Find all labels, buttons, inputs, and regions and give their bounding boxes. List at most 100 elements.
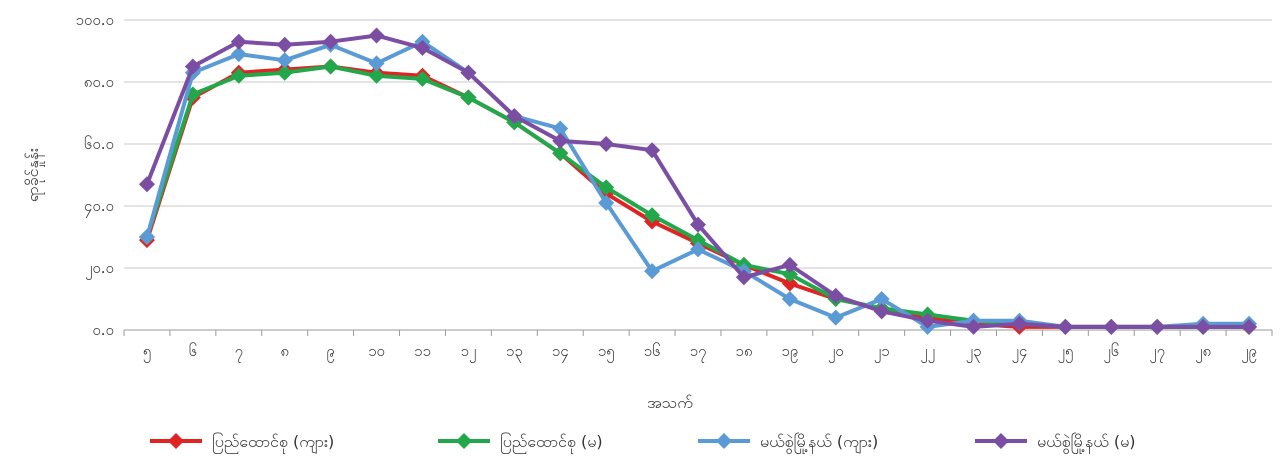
x-tick-label: ၅ xyxy=(143,342,151,363)
x-tick-label: ၂၉ xyxy=(1241,342,1257,363)
data-point xyxy=(873,291,890,307)
data-point xyxy=(598,136,615,152)
data-point xyxy=(781,275,798,292)
legend-item: မယ်စွဲမြို့နယ် (ကျား) xyxy=(698,432,878,454)
data-point xyxy=(827,287,844,304)
data-point xyxy=(184,58,201,75)
data-point xyxy=(552,145,569,162)
x-tick-label: ၁၉ xyxy=(781,342,798,363)
x-tick-label: ၂၈ xyxy=(1195,342,1211,363)
legend-item: မယ်စွဲမြို့နယ် (မ) xyxy=(975,432,1136,454)
x-tick-label: ၁၄ xyxy=(552,342,569,363)
data-point xyxy=(1149,318,1166,335)
x-axis-title: အသက် xyxy=(647,393,693,412)
x-tick-label: ၉ xyxy=(326,342,334,363)
data-point xyxy=(1103,318,1120,335)
legend: ပြည်ထောင်စု (ကျား) ပြည်ထောင်စု (မ) မယ်စွဲမ… xyxy=(150,432,1136,454)
legend-marker xyxy=(716,433,732,449)
x-tick-label: ၁၂ xyxy=(460,342,476,363)
x-tick-label: ၈ xyxy=(280,342,289,360)
x-tick-label: ၂၇ xyxy=(1149,342,1165,363)
data-point xyxy=(414,39,431,56)
y-tick-label: ၈၀.၀ xyxy=(84,73,114,91)
data-point xyxy=(506,108,523,125)
x-tick-label: ၇ xyxy=(235,342,243,363)
series-layer xyxy=(138,27,1258,335)
y-axis-ticks: ၀.၀ ၂၀.၀ ၄၀.၀ ၆၀.၀ ၈၀.၀ ၁၀၀.၀ xyxy=(75,11,114,339)
legend-marker xyxy=(456,433,472,449)
x-tick-label: ၁၁ xyxy=(414,342,431,360)
data-point xyxy=(735,269,752,286)
data-point xyxy=(138,176,155,193)
legend-label: ပြည်ထောင်စု (ကျား) xyxy=(212,432,334,454)
data-point xyxy=(368,55,385,72)
legend-label: မယ်စွဲမြို့နယ် (မ) xyxy=(1037,432,1136,454)
legend-marker xyxy=(168,433,184,449)
series-line xyxy=(145,39,1251,329)
x-tick-label: ၂၀ xyxy=(828,342,844,363)
data-point xyxy=(460,64,477,81)
data-point xyxy=(690,216,706,233)
data-point xyxy=(414,70,431,87)
data-point xyxy=(322,58,339,75)
series-4 xyxy=(138,27,1258,335)
data-point xyxy=(552,132,569,149)
data-point xyxy=(276,52,293,69)
data-point xyxy=(460,89,477,106)
x-tick-label: ၂၂ xyxy=(920,342,935,363)
legend-label: ပြည်ထောင်စု (မ) xyxy=(500,432,603,454)
y-tick-label: ၆၀.၀ xyxy=(84,135,114,153)
series-1 xyxy=(138,58,1258,335)
data-point xyxy=(690,232,706,249)
data-point xyxy=(919,312,936,329)
data-point xyxy=(230,67,247,84)
legend-item: ပြည်ထောင်စု (ကျား) xyxy=(150,432,334,454)
x-tick-label: ၂၃ xyxy=(966,342,982,363)
data-point xyxy=(552,120,569,137)
data-point xyxy=(138,229,155,245)
data-point xyxy=(598,194,615,211)
x-tick-label: ၁၀ xyxy=(368,342,385,360)
data-point xyxy=(690,241,706,258)
data-point xyxy=(781,266,798,283)
series-2 xyxy=(138,58,1258,335)
data-point xyxy=(322,33,339,50)
data-point xyxy=(1057,318,1074,335)
data-point xyxy=(644,142,661,159)
y-tick-label: ၄၀.၀ xyxy=(84,197,114,218)
data-point xyxy=(368,27,385,44)
data-point xyxy=(827,309,844,326)
series-line xyxy=(145,64,1251,329)
y-tick-label: ၁၀၀.၀ xyxy=(75,11,114,29)
data-point xyxy=(965,318,982,335)
data-point xyxy=(873,303,890,320)
data-point xyxy=(276,36,293,53)
data-point xyxy=(644,263,661,280)
y-tick-label: ၀.၀ xyxy=(92,321,114,339)
series-3 xyxy=(138,33,1258,335)
x-tick-label: ၁၈ xyxy=(735,342,752,360)
y-axis-title: ရာခိုင်နှုန်း xyxy=(23,148,45,202)
data-point xyxy=(644,207,661,224)
data-point xyxy=(230,33,247,50)
x-tick-label: ၆ xyxy=(189,342,197,360)
legend-item: ပြည်ထောင်စု (မ) xyxy=(438,432,603,454)
data-point xyxy=(276,64,293,81)
x-tick-label: ၂၆ xyxy=(1103,342,1119,363)
x-tick-label: ၁၅ xyxy=(598,342,615,363)
data-point xyxy=(368,67,385,84)
legend-label: မယ်စွဲမြို့နယ် (ကျား) xyxy=(760,432,878,454)
gridlines xyxy=(124,19,1272,331)
data-point xyxy=(598,179,615,196)
series-line xyxy=(145,33,1251,329)
x-axis-ticks: ၅ ၆ ၇ ၈ ၉ ၁၀ ၁၁ ၁၂ ၁၃ ၁၄ ၁၅ ၁၆ ၁၇ ၁၈ ၁၉ ၂၀ ၂၁ ၂၂ ၂၃ ၂၄ ၂၅ ၂၆ ၂… xyxy=(123,330,1273,363)
data-point xyxy=(1241,318,1258,335)
data-point xyxy=(1011,315,1028,332)
data-point xyxy=(781,256,798,273)
x-tick-label: ၂၁ xyxy=(874,342,890,363)
x-tick-label: ၂၅ xyxy=(1057,342,1073,363)
x-tick-label: ၁၃ xyxy=(506,342,523,363)
data-point xyxy=(230,46,247,63)
series-line xyxy=(145,64,1251,329)
